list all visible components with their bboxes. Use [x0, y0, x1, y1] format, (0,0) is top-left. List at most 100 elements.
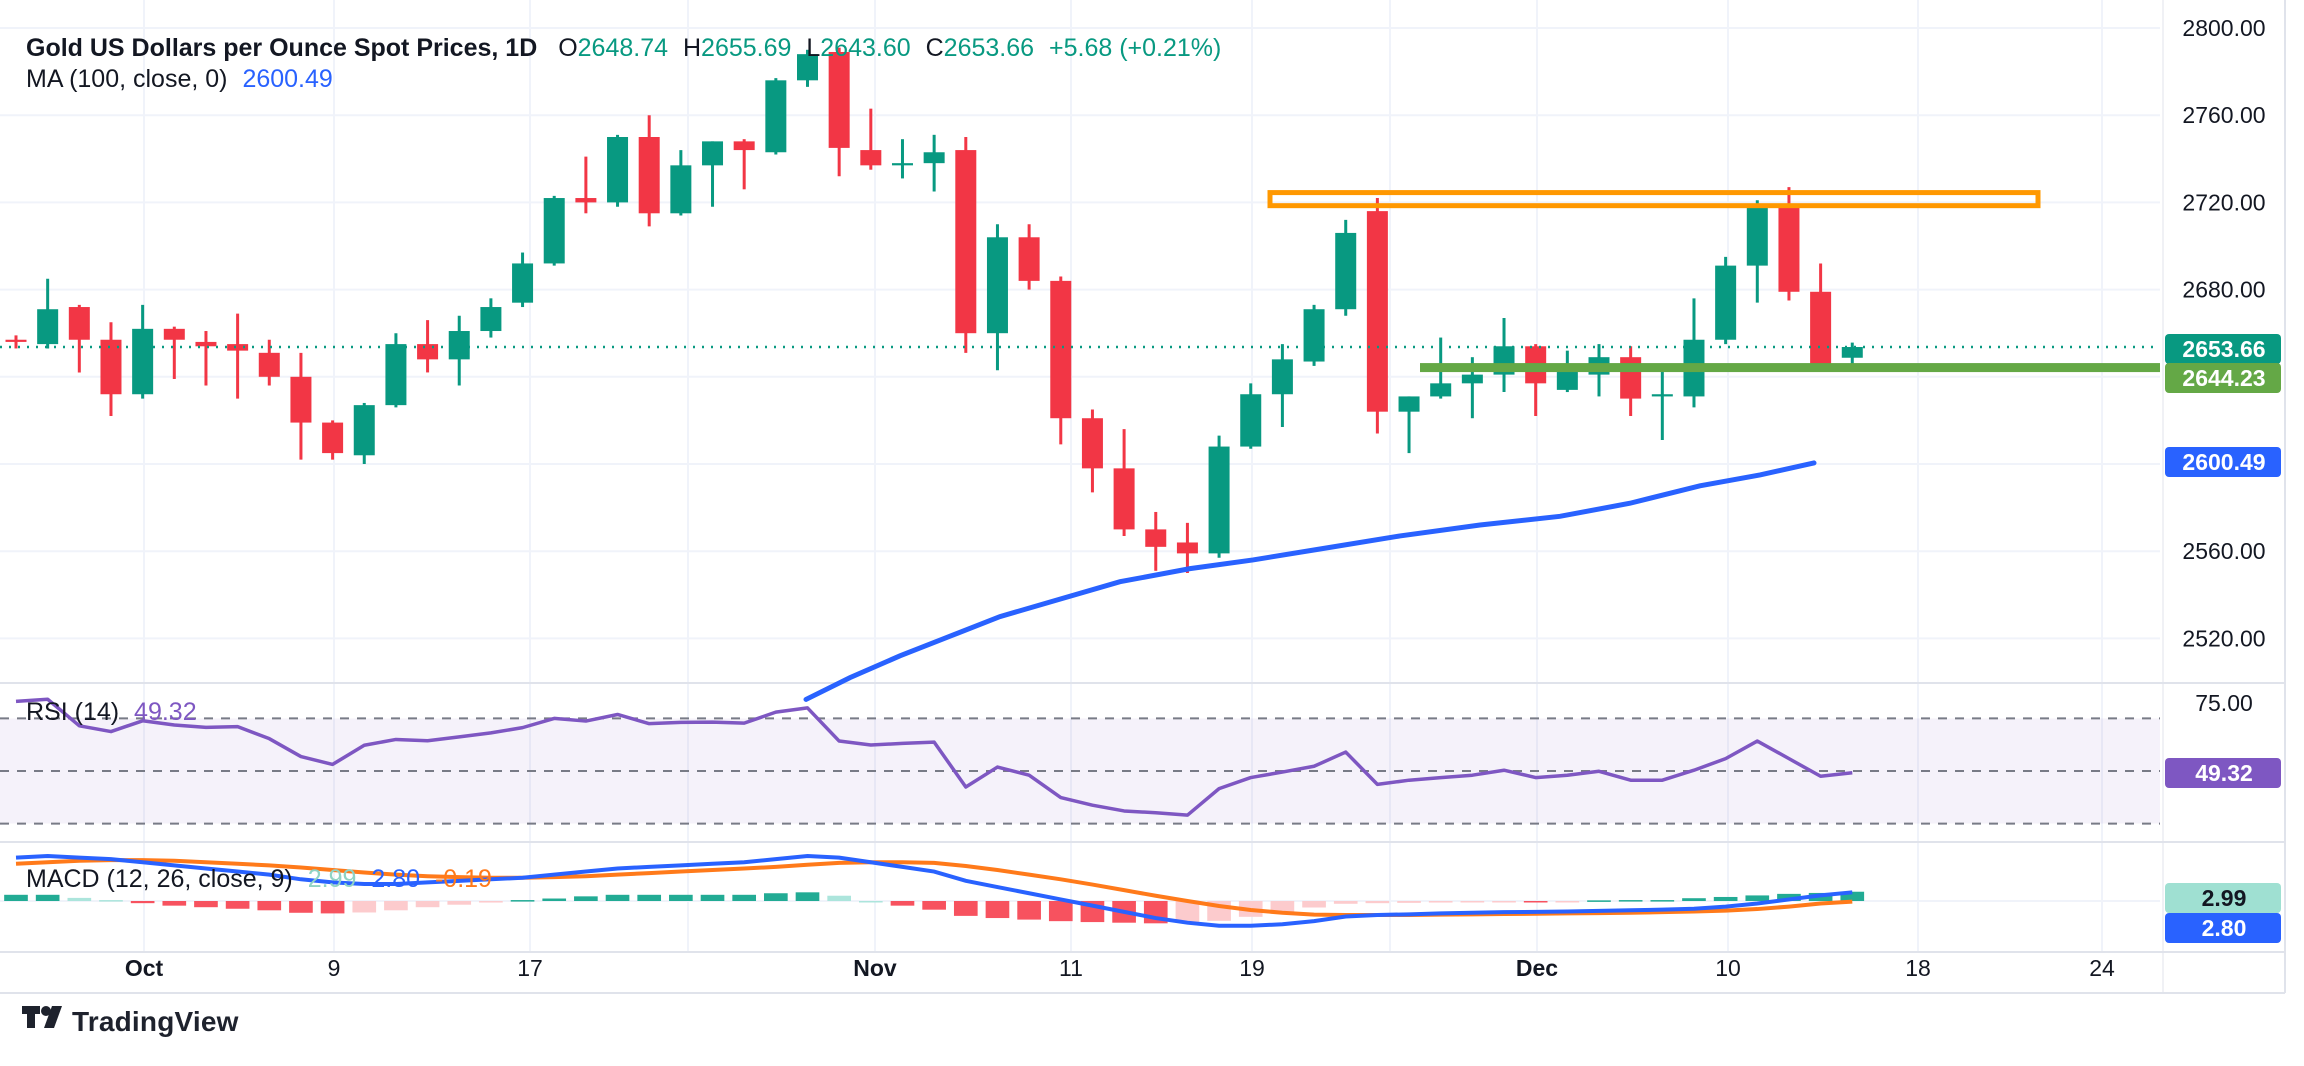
tradingview-brand-link[interactable]: TradingView	[22, 1006, 239, 1038]
candle[interactable]	[828, 47, 850, 177]
candle[interactable]	[322, 420, 344, 460]
candle[interactable]	[1366, 198, 1388, 434]
candle[interactable]	[385, 333, 407, 408]
svg-text:2520.00: 2520.00	[2182, 625, 2265, 651]
candle[interactable]	[923, 134, 945, 192]
candle[interactable]	[417, 320, 439, 373]
support-level-line[interactable]	[1420, 363, 2160, 373]
candle[interactable]	[765, 78, 787, 155]
macd-histogram-bar	[700, 894, 725, 901]
candle[interactable]	[480, 298, 502, 338]
candle[interactable]	[1081, 409, 1103, 493]
svg-text:9: 9	[328, 955, 341, 981]
svg-text:19: 19	[1239, 955, 1265, 981]
candle[interactable]	[1018, 224, 1040, 290]
candle[interactable]	[1651, 368, 1673, 441]
candle[interactable]	[1620, 346, 1642, 417]
candle[interactable]	[1050, 276, 1072, 445]
rsi-line[interactable]	[15, 697, 1853, 817]
candle[interactable]	[1145, 511, 1167, 571]
candle[interactable]	[986, 224, 1008, 371]
macd-histogram-bar	[985, 901, 1010, 919]
candle[interactable]	[638, 115, 660, 227]
candle[interactable]	[733, 139, 755, 190]
macd-histogram-bar	[447, 901, 472, 905]
candle[interactable]	[227, 313, 249, 399]
low-label: L	[806, 34, 821, 62]
macd-histogram-bar	[99, 900, 123, 902]
candle[interactable]	[1113, 429, 1135, 536]
candle[interactable]	[860, 108, 882, 170]
candle[interactable]	[575, 156, 597, 214]
macd-histogram-bar	[542, 898, 567, 901]
svg-text:2760.00: 2760.00	[2182, 102, 2265, 128]
candle[interactable]	[1335, 219, 1357, 316]
low-value: 2643.60	[820, 34, 911, 62]
price-axis-badge: 2653.66	[2165, 334, 2281, 364]
svg-text:24: 24	[2089, 955, 2115, 981]
candle[interactable]	[543, 195, 565, 266]
macd-histogram-bar	[225, 901, 250, 909]
candle[interactable]	[448, 315, 470, 386]
resistance-zone-box[interactable]	[1267, 190, 2041, 209]
macd-histogram-bar	[4, 894, 28, 901]
price-axis[interactable]: 2800.00 2760.00 2720.00 2680.00 2560.00 2520.…	[2165, 15, 2281, 943]
rsi-pane[interactable]	[0, 697, 2160, 825]
rsi-label: RSI (14)	[26, 698, 120, 726]
candle[interactable]	[290, 352, 312, 460]
candle[interactable]	[1208, 435, 1230, 558]
svg-text:2.80: 2.80	[2202, 915, 2247, 941]
candle[interactable]	[1810, 263, 1832, 366]
candle[interactable]	[68, 304, 90, 373]
candle[interactable]	[512, 252, 534, 308]
time-axis[interactable]: Oct 9 17 Nov 11 19 Dec 10 18 24	[125, 955, 2115, 981]
candle[interactable]	[258, 339, 280, 386]
macd-hist-value: 2.99	[307, 865, 357, 893]
candle[interactable]	[1715, 256, 1737, 345]
main-legend[interactable]: Gold US Dollars per Ounce Spot Prices, 1…	[26, 33, 1221, 95]
symbol-title: Gold US Dollars per Ounce Spot Prices, 1…	[26, 34, 538, 62]
candle[interactable]	[607, 134, 629, 207]
candle[interactable]	[670, 150, 692, 216]
candle[interactable]	[353, 402, 375, 464]
macd-histogram-bar	[352, 901, 377, 913]
candle[interactable]	[37, 278, 59, 349]
candle[interactable]	[1176, 522, 1198, 573]
candle[interactable]	[1493, 317, 1515, 393]
price-axis-badge: 2644.23	[2165, 363, 2281, 393]
candle[interactable]	[955, 137, 977, 353]
candle[interactable]	[5, 335, 27, 349]
candle[interactable]	[797, 49, 818, 87]
candle[interactable]	[132, 304, 154, 399]
candle[interactable]	[1525, 344, 1547, 417]
macd-legend[interactable]: MACD (12, 26, close, 9) 2.99 2.80 -0.19	[26, 864, 492, 895]
macd-pane[interactable]	[4, 854, 1865, 928]
pane-dividers	[0, 0, 2286, 994]
macd-histogram-bar	[1048, 901, 1073, 922]
macd-histogram-bar	[1428, 901, 1453, 903]
candle[interactable]	[1398, 396, 1420, 454]
ma-100-line[interactable]	[803, 460, 1817, 702]
candle[interactable]	[100, 322, 122, 417]
macd-histogram-bar	[479, 901, 503, 903]
candlestick-series[interactable]	[5, 47, 1863, 573]
candle[interactable]	[1303, 304, 1325, 366]
open-label: O	[558, 34, 578, 62]
svg-text:10: 10	[1715, 955, 1741, 981]
macd-histogram-bar	[827, 895, 851, 901]
candle[interactable]	[1746, 200, 1768, 303]
candle[interactable]	[195, 331, 217, 386]
candle[interactable]	[891, 139, 913, 179]
candle[interactable]	[1683, 298, 1705, 408]
candle[interactable]	[163, 326, 185, 379]
candle[interactable]	[702, 141, 724, 207]
svg-text:17: 17	[517, 955, 543, 981]
macd-histogram-bar	[922, 901, 946, 910]
macd-line-value: 2.80	[371, 865, 421, 893]
ma-legend-row[interactable]: MA (100, close, 0) 2600.49	[26, 64, 1221, 95]
macd-histogram-bar	[637, 894, 662, 901]
candle[interactable]	[1240, 383, 1262, 449]
rsi-legend[interactable]: RSI (14) 49.32	[26, 697, 197, 728]
candle[interactable]	[1271, 344, 1293, 427]
